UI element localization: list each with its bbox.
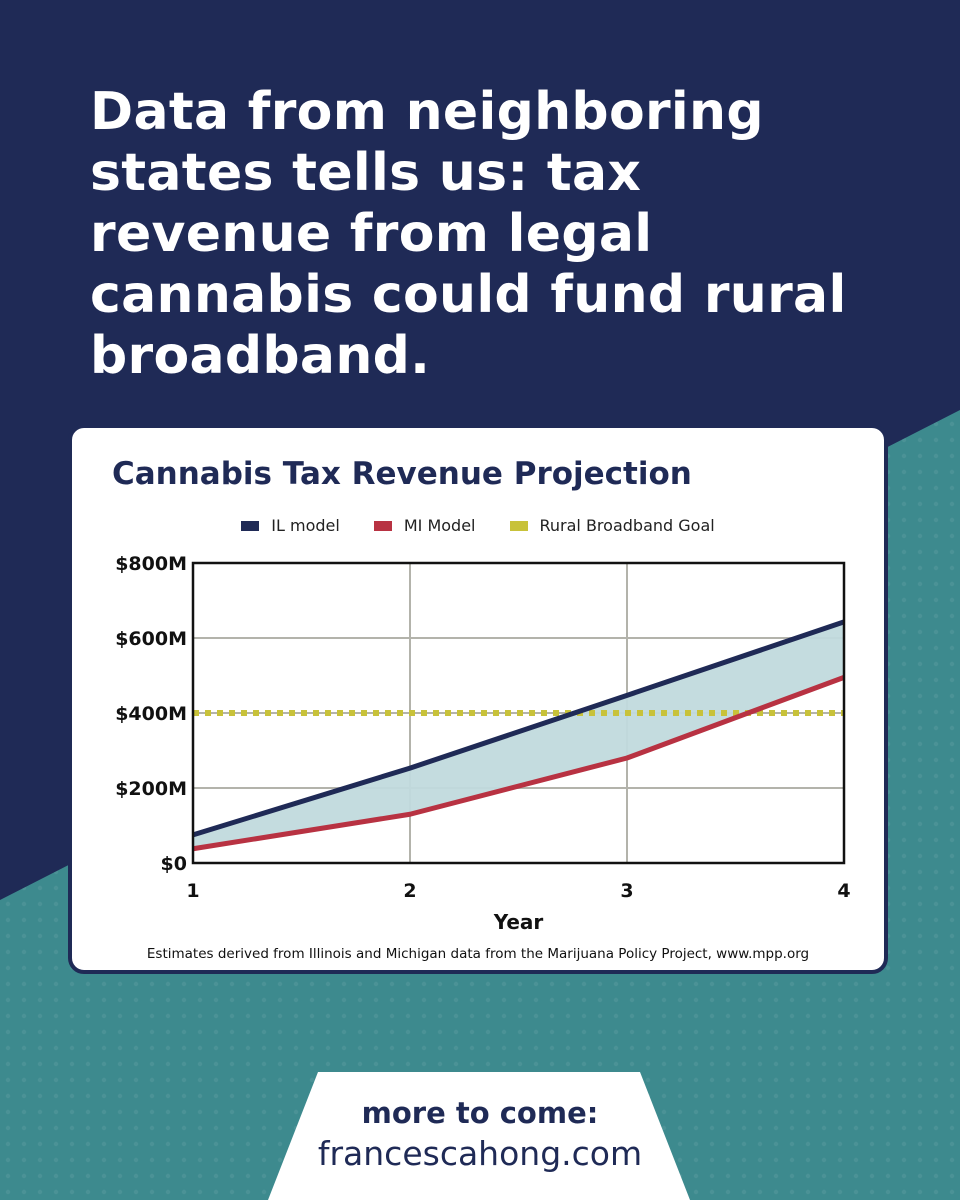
- legend-label-mi: MI Model: [403, 516, 476, 535]
- legend-label-il: IL model: [271, 516, 340, 535]
- call-to-action: more to come: francescahong.com: [0, 1096, 960, 1176]
- legend-item-goal: Rural Broadband Goal: [509, 516, 715, 535]
- source-note: Estimates derived from Illinois and Mich…: [146, 946, 810, 962]
- y-tick-label: $800M: [115, 553, 187, 575]
- x-tick-label: 2: [403, 880, 416, 902]
- x-tick-label: 4: [837, 880, 850, 902]
- chart-card: Cannabis Tax Revenue Projection IL model…: [68, 424, 888, 974]
- y-tick-label: $400M: [115, 703, 187, 725]
- y-tick-label: $600M: [115, 628, 187, 650]
- cta-banner-shape: [268, 1072, 690, 1200]
- legend-swatch-goal: [509, 520, 528, 531]
- series-line-il-model: [192, 619, 845, 838]
- y-tick-label: $200M: [115, 778, 187, 800]
- legend-item-mi: MI Model: [373, 516, 476, 535]
- legend-item-il: IL model: [241, 516, 340, 535]
- series-line-mi-model: [192, 675, 845, 852]
- chart-title: Cannabis Tax Revenue Projection: [112, 456, 692, 492]
- chart-legend: IL model MI Model Rural Broadband Goal: [72, 516, 884, 535]
- x-tick-label: 3: [620, 880, 633, 902]
- chart-plot: $0 $200M $400M $600M $800M 1 2 3 4 Year: [115, 553, 850, 934]
- x-axis-title: Year: [493, 910, 544, 934]
- plot-frame: [191, 561, 846, 865]
- x-tick-label: 1: [186, 880, 199, 902]
- y-tick-label: $0: [161, 853, 187, 875]
- cta-more-to-come: more to come:: [361, 1096, 599, 1130]
- legend-swatch-il: [241, 520, 260, 531]
- cta-website-link[interactable]: francescahong.com: [317, 1134, 643, 1173]
- legend-swatch-mi: [373, 520, 392, 531]
- legend-label-goal: Rural Broadband Goal: [539, 516, 715, 535]
- headline: Data from neighboring states tells us: t…: [90, 82, 847, 386]
